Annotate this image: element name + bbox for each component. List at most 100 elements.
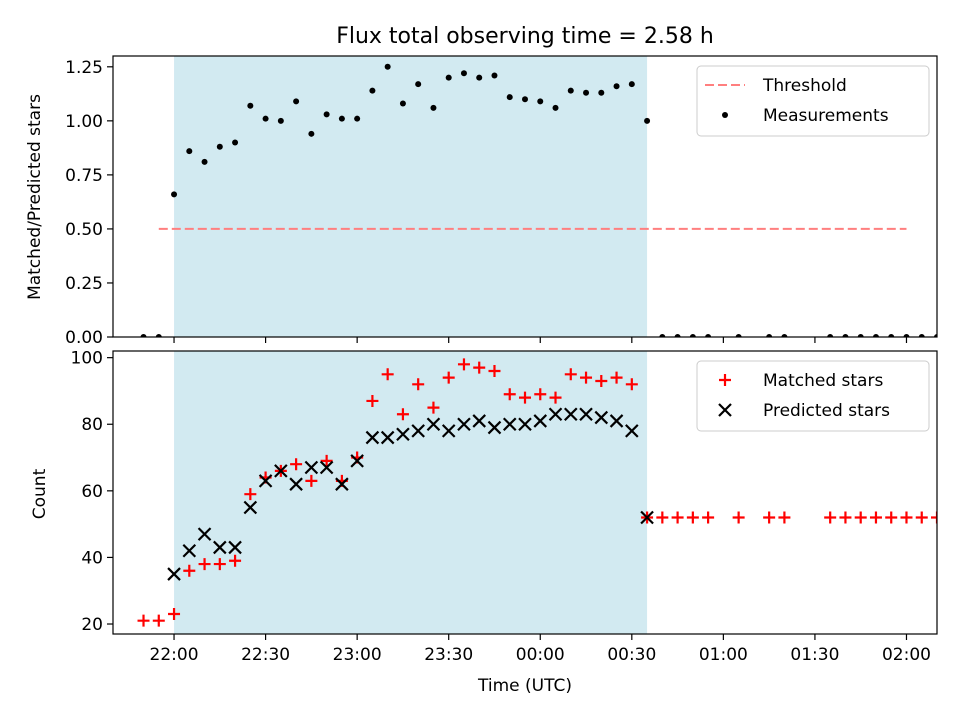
measurement-point — [384, 63, 391, 70]
matched-star-marker — [778, 511, 791, 524]
predicted-star-marker — [396, 427, 410, 442]
matched-star-marker — [320, 454, 333, 467]
legend-label: Predicted stars — [763, 401, 890, 421]
matched-star-marker — [213, 558, 226, 571]
x-axis-title: Time (UTC) — [477, 676, 572, 696]
measurement-point — [583, 89, 590, 96]
measurement-point — [155, 334, 162, 337]
matched-star-marker — [473, 361, 486, 374]
predicted-star-marker — [609, 414, 624, 428]
bottom-y-tick-label: 20 — [81, 615, 103, 635]
x-tick-label: 22:00 — [150, 645, 199, 665]
predicted-star-marker — [289, 477, 303, 491]
matched-star-marker — [519, 391, 531, 404]
matched-star-marker — [610, 371, 623, 384]
predicted-star-marker — [274, 464, 288, 478]
measurement-point — [247, 102, 254, 109]
measurement-point — [201, 158, 208, 165]
measurement-point — [644, 117, 651, 124]
matched-star-marker — [595, 374, 608, 387]
matched-star-marker — [244, 488, 257, 501]
measurement-point — [430, 104, 437, 111]
legend-label: Measurements — [763, 106, 889, 126]
legend-measurement-swatch — [722, 112, 728, 118]
matched-star-marker — [488, 364, 501, 377]
predicted-star-marker — [426, 417, 441, 432]
bottom-y-tick-label: 100 — [71, 349, 103, 369]
measurement-point — [308, 130, 315, 137]
bottom-y-tick-label: 60 — [81, 482, 103, 502]
predicted-star-marker — [335, 477, 349, 491]
predicted-star-marker — [228, 540, 242, 555]
measurement-point — [171, 191, 178, 198]
measurement-point — [369, 87, 376, 94]
predicted-star-marker — [304, 460, 319, 475]
top-y-tick-label: 0.75 — [65, 166, 103, 186]
measurement-point — [705, 334, 712, 337]
measurement-point — [735, 334, 742, 337]
predicted-star-marker — [548, 407, 563, 422]
predicted-star-marker — [625, 424, 639, 438]
predicted-star-marker — [472, 414, 486, 428]
matched-star-marker — [900, 511, 913, 524]
measurement-point — [781, 334, 788, 337]
measurement-point — [918, 334, 925, 337]
x-tick-label: 02:00 — [882, 645, 931, 665]
measurement-point — [323, 111, 330, 118]
measurement-point — [277, 117, 284, 124]
measurement-point — [491, 72, 498, 79]
predicted-star-marker — [213, 540, 227, 555]
measurement-point — [186, 148, 193, 155]
top-y-tick-label: 0.25 — [65, 274, 103, 294]
measurement-point — [934, 334, 937, 337]
matched-star-marker — [183, 564, 196, 577]
predicted-star-marker — [197, 527, 212, 541]
measurement-point — [827, 334, 834, 337]
measurement-point — [140, 334, 147, 337]
measurement-point — [674, 334, 681, 337]
measurement-point — [399, 100, 406, 107]
measurement-point — [262, 115, 269, 122]
matched-star-marker — [854, 511, 867, 524]
measurement-point — [354, 115, 361, 122]
measurement-point — [628, 81, 635, 88]
predicted-star-marker — [167, 567, 181, 581]
predicted-star-marker — [243, 500, 258, 515]
measurement-point — [857, 334, 864, 337]
matched-star-marker — [656, 511, 669, 524]
matched-star-marker — [625, 378, 638, 391]
matched-star-marker — [763, 511, 776, 524]
bottom-y-axis-title: Count — [30, 468, 50, 519]
matched-star-marker — [412, 378, 425, 391]
matched-star-marker — [396, 408, 409, 421]
x-tick-label: 00:00 — [516, 645, 565, 665]
matched-star-marker — [168, 608, 181, 621]
predicted-star-marker — [533, 414, 548, 428]
x-tick-label: 23:30 — [424, 645, 473, 665]
predicted-star-marker — [457, 417, 471, 432]
matched-star-marker — [702, 511, 715, 524]
measurement-point — [445, 74, 452, 81]
measurement-point — [293, 98, 300, 105]
predicted-star-marker — [564, 407, 578, 422]
top-y-tick-label: 0.00 — [65, 328, 103, 348]
matched-star-marker — [442, 371, 455, 384]
matched-star-marker — [931, 511, 937, 524]
predicted-star-marker — [518, 417, 532, 432]
matched-star-marker — [290, 458, 303, 471]
top-axes-frame — [112, 55, 938, 338]
matched-star-marker — [503, 388, 516, 401]
top-y-tick-label: 0.50 — [65, 220, 103, 240]
x-tick-label: 01:30 — [790, 645, 839, 665]
measurement-point — [522, 96, 528, 103]
matched-star-marker — [534, 388, 547, 401]
measurement-point — [216, 143, 223, 150]
predicted-star-marker — [502, 417, 517, 432]
legend-matched-swatch — [719, 374, 731, 386]
bottom-axes-frame — [112, 350, 938, 635]
matched-star-marker — [427, 401, 440, 414]
matched-star-marker — [152, 614, 165, 627]
matched-star-marker — [580, 371, 593, 384]
measurement-point — [689, 334, 696, 337]
